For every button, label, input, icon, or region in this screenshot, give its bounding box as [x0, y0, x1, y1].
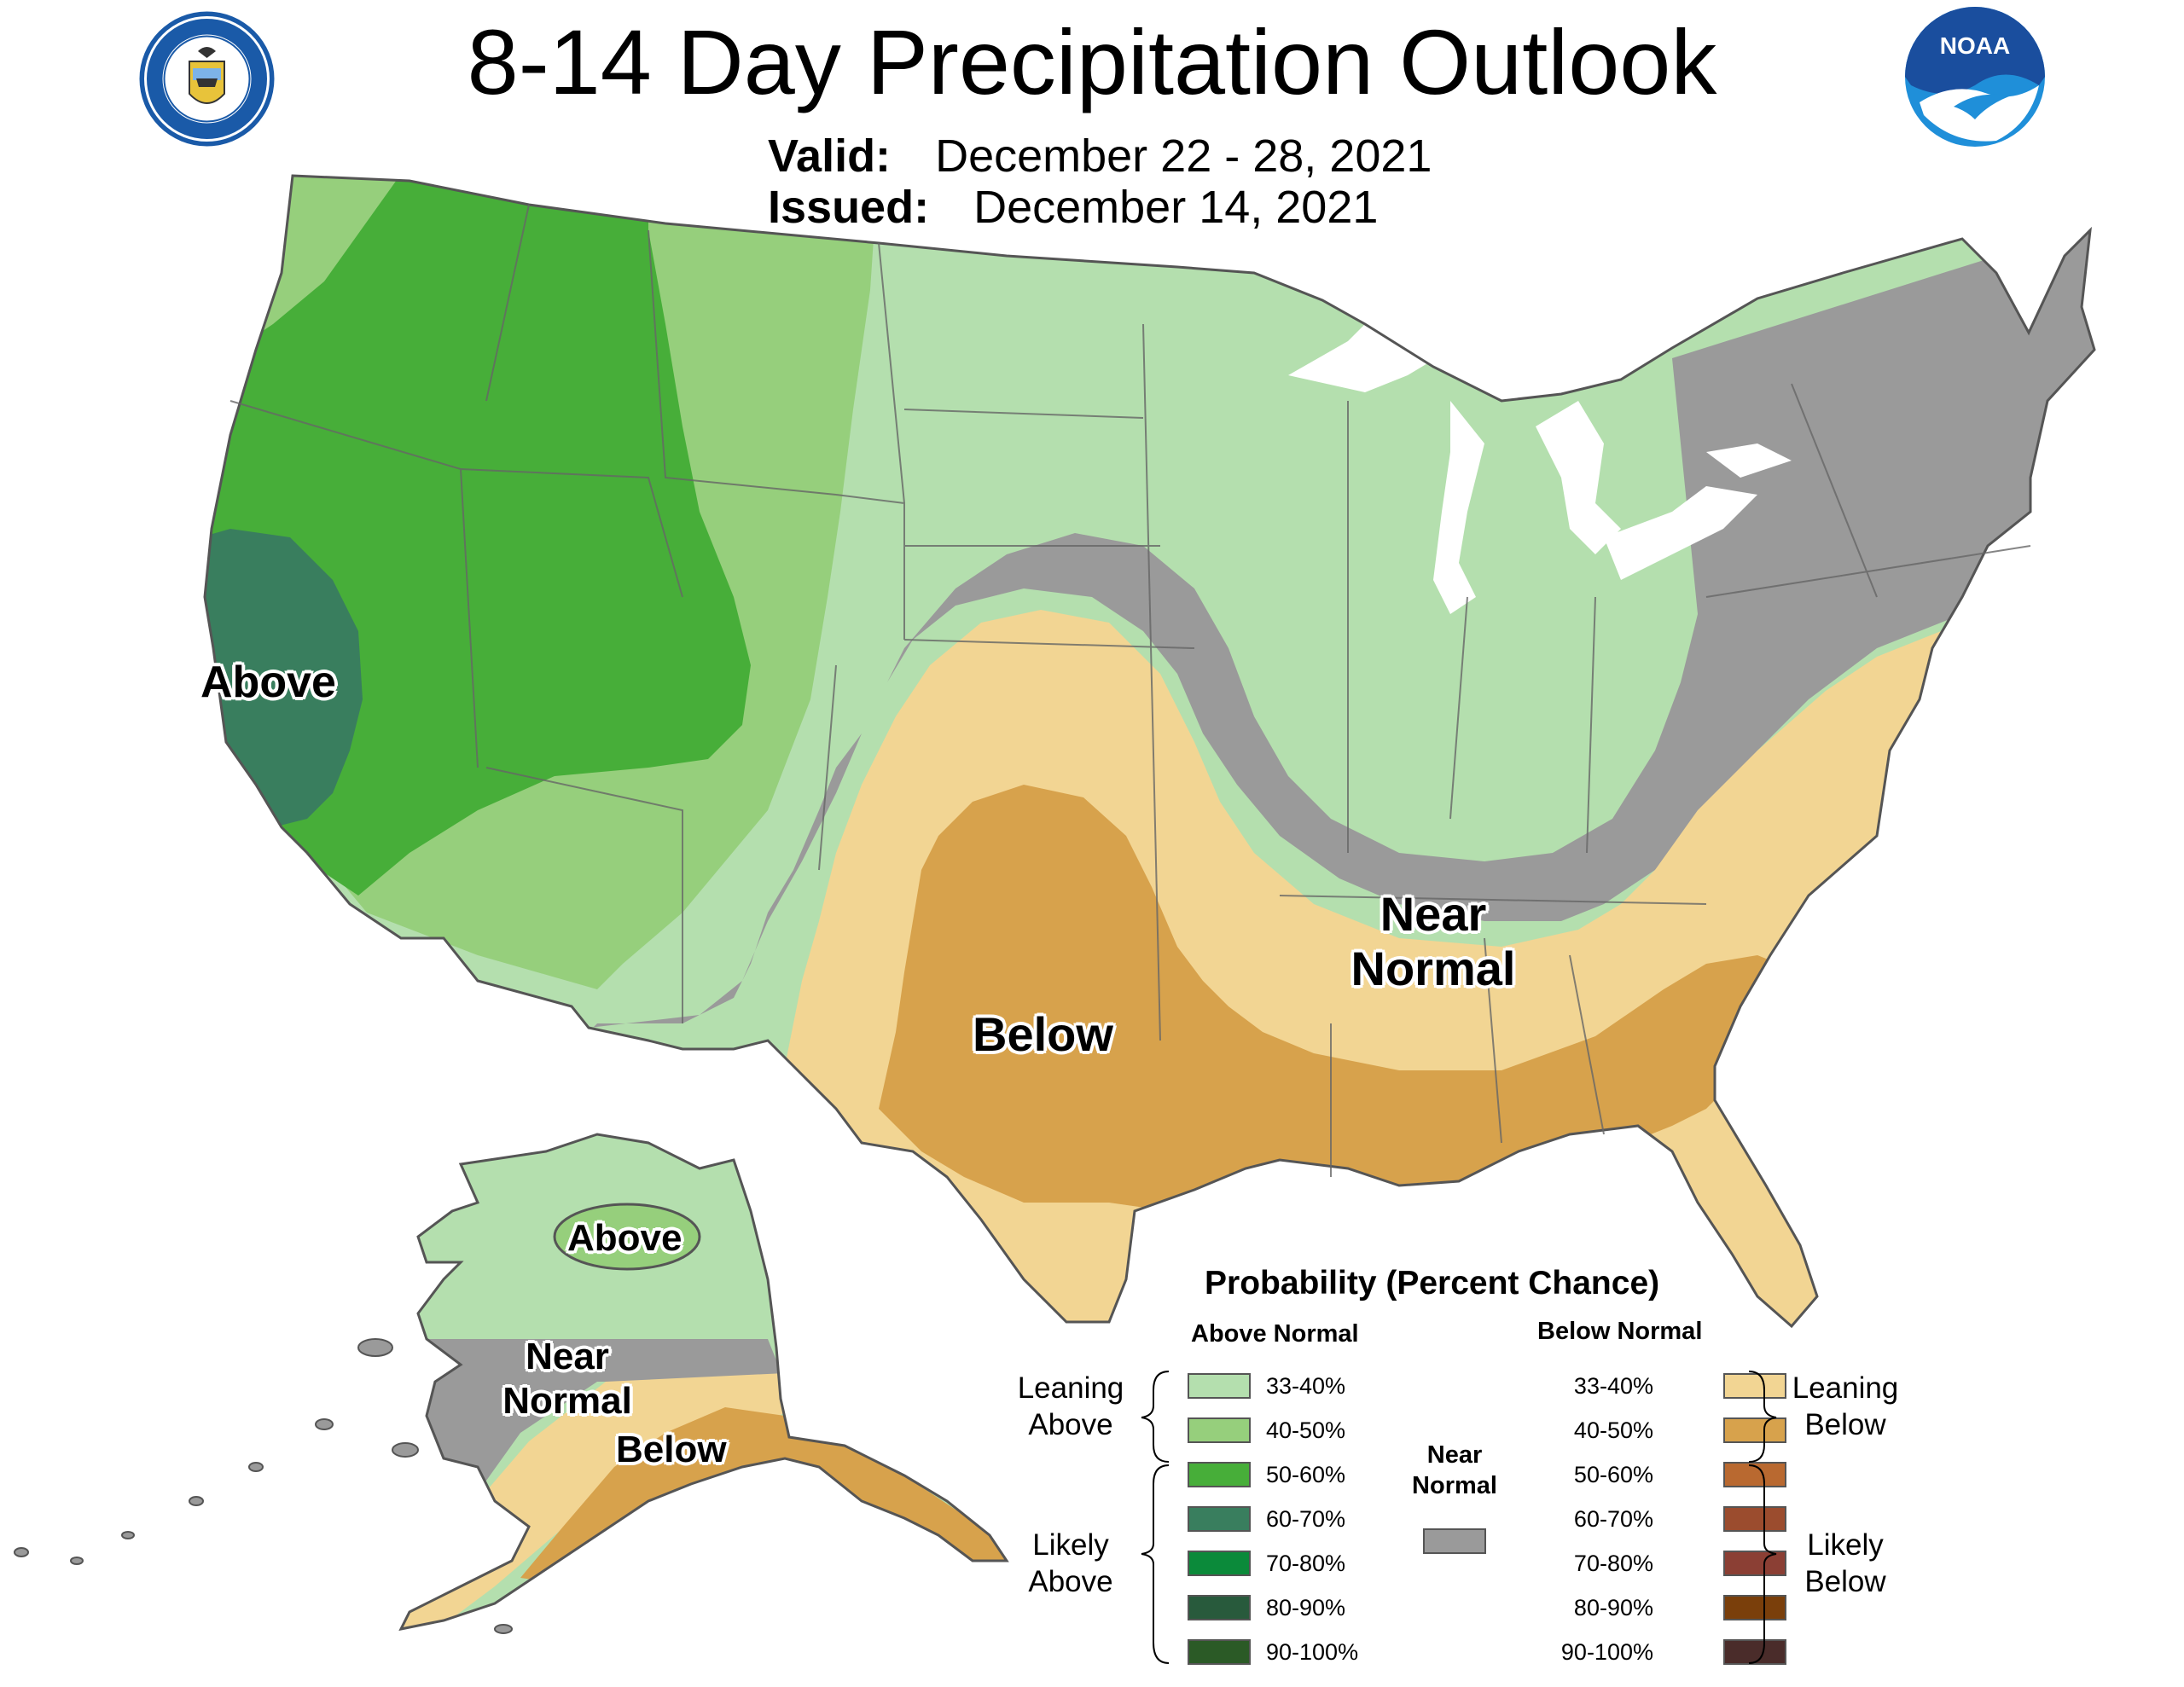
page-title: 8-14 Day Precipitation Outlook — [467, 10, 1717, 113]
legend-leaning-above-line1: Leaning — [1017, 1371, 1124, 1405]
valid-row: Valid: December 22 - 28, 2021 — [768, 130, 1432, 183]
legend-below-swatch — [1723, 1417, 1786, 1443]
issued-row: Issued: December 14, 2021 — [768, 181, 1378, 234]
legend-below-row: 70-80% — [1534, 1551, 1786, 1580]
legend-above-swatch — [1188, 1417, 1251, 1443]
legend-above-swatch — [1188, 1462, 1251, 1487]
noaa-logo-text: NOAA — [1940, 32, 2010, 59]
legend-above-range: 80-90% — [1266, 1595, 1346, 1620]
legend-above-range: 70-80% — [1266, 1551, 1346, 1576]
conus-near-normal-area — [478, 213, 2094, 1109]
conus-outline — [203, 174, 2096, 1329]
department-of-commerce-seal-icon — [139, 11, 275, 147]
valid-label: Valid: — [768, 130, 892, 182]
conus-region — [205, 176, 2094, 1326]
legend-below-swatch — [1723, 1373, 1786, 1399]
legend-below-row: 90-100% — [1534, 1639, 1786, 1668]
alaska-region — [401, 1134, 1007, 1629]
legend-above-range: 50-60% — [1266, 1462, 1346, 1487]
legend-likely-below-line1: Likely — [1807, 1528, 1884, 1562]
legend-above-row: 40-50% — [1188, 1417, 1392, 1446]
legend-above-header: Above Normal — [1191, 1320, 1359, 1348]
legend-likely-above-line1: Likely — [1032, 1528, 1109, 1562]
legend-below-range: 80-90% — [1573, 1595, 1653, 1620]
alaska-near-normal-label: Near Normal — [491, 1335, 644, 1423]
legend-below-brackets — [1748, 1371, 1777, 1664]
alaska-below-label: Below — [616, 1429, 727, 1470]
alaska-above-label: Above — [567, 1217, 682, 1259]
legend-below-swatch — [1723, 1639, 1786, 1665]
legend-near-header-line2: Normal — [1412, 1472, 1497, 1499]
legend-above-swatch — [1188, 1595, 1251, 1620]
legend-below-range: 70-80% — [1573, 1551, 1653, 1576]
legend-leaning-above-line2: Above — [1028, 1408, 1113, 1441]
legend-above-brackets — [1141, 1371, 1170, 1664]
legend-above-swatch — [1188, 1506, 1251, 1532]
legend-above-row: 70-80% — [1188, 1551, 1392, 1580]
conus-near-normal-label: Near Normal — [1348, 887, 1519, 996]
legend-below-row: 33-40% — [1534, 1373, 1786, 1402]
legend-above-row: 80-90% — [1188, 1595, 1392, 1624]
legend-below-row: 40-50% — [1534, 1417, 1786, 1446]
legend-above-range: 60-70% — [1266, 1506, 1346, 1532]
legend-below-row: 50-60% — [1534, 1462, 1786, 1491]
legend-above-row: 50-60% — [1188, 1462, 1392, 1491]
legend-below-range: 50-60% — [1573, 1462, 1653, 1487]
legend-leaning-above-label: Leaning Above — [1007, 1370, 1135, 1443]
noaa-logo-icon: NOAA — [1905, 7, 2045, 147]
legend-above-range: 33-40% — [1266, 1373, 1346, 1399]
state-borders — [229, 204, 2031, 1177]
legend-below-swatch — [1723, 1506, 1786, 1532]
legend-above-row: 60-70% — [1188, 1506, 1392, 1535]
legend-above-range: 40-50% — [1266, 1417, 1346, 1443]
aleutian-islands — [14, 1338, 513, 1634]
legend-below-row: 60-70% — [1534, 1506, 1786, 1535]
ak-above-40-area — [553, 1203, 701, 1271]
legend-below-range: 90-100% — [1560, 1639, 1653, 1665]
legend-below-range: 33-40% — [1573, 1373, 1653, 1399]
issued-label: Issued: — [768, 182, 930, 233]
conus-below-label: Below — [973, 1007, 1113, 1061]
legend-near-header: Near Normal — [1408, 1440, 1502, 1501]
legend-title: Probability (Percent Chance) — [1205, 1265, 1660, 1301]
conus-below-40-area — [879, 785, 1800, 1211]
valid-value: December 22 - 28, 2021 — [935, 130, 1432, 182]
legend-below-swatch — [1723, 1551, 1786, 1576]
conus-near-label-line1: Near — [1380, 887, 1487, 941]
great-lakes — [1288, 281, 1792, 614]
issued-value: December 14, 2021 — [973, 182, 1379, 233]
conus-near-label-line2: Normal — [1350, 942, 1516, 995]
legend-likely-above-line2: Above — [1028, 1565, 1113, 1598]
legend-above-swatch — [1188, 1551, 1251, 1576]
legend-below-header: Below Normal — [1537, 1318, 1703, 1345]
legend-above-range: 90-100% — [1266, 1639, 1359, 1665]
legend-below-row: 80-90% — [1534, 1595, 1786, 1624]
conus-above-label: Above — [200, 658, 336, 707]
legend-leaning-below-label: Leaning Below — [1781, 1370, 1909, 1443]
legend-below-swatch — [1723, 1595, 1786, 1620]
legend-above-row: 33-40% — [1188, 1373, 1392, 1402]
alaska-near-label-line2: Normal — [502, 1380, 632, 1422]
legend-likely-below-line2: Below — [1804, 1565, 1886, 1598]
legend-above-swatch — [1188, 1639, 1251, 1665]
legend-leaning-below-line2: Below — [1804, 1408, 1886, 1441]
legend-above-swatch — [1188, 1373, 1251, 1399]
legend-leaning-below-line1: Leaning — [1792, 1371, 1899, 1405]
legend-below-range: 60-70% — [1573, 1506, 1653, 1532]
legend-likely-above-label: Likely Above — [1007, 1527, 1135, 1600]
ak-below-40-area — [520, 1407, 1007, 1620]
alaska-near-label-line1: Near — [526, 1336, 609, 1377]
alaska-outline — [398, 1133, 1009, 1632]
legend-above-row: 90-100% — [1188, 1639, 1392, 1668]
legend-likely-below-label: Likely Below — [1781, 1527, 1909, 1600]
legend-near-header-line1: Near — [1426, 1441, 1483, 1469]
legend-near-normal-swatch — [1423, 1528, 1486, 1554]
legend-below-range: 40-50% — [1573, 1417, 1653, 1443]
